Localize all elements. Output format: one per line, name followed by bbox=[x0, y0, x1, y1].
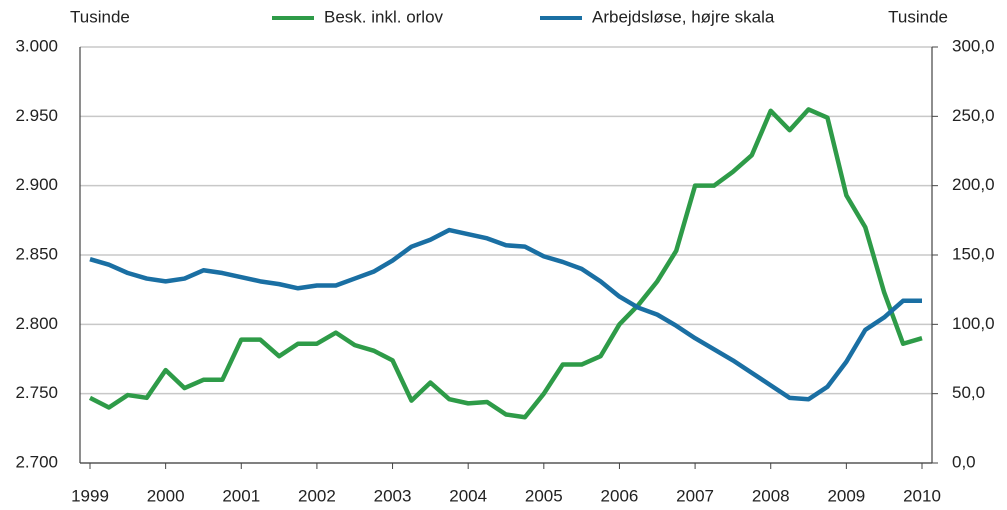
y2-tick-label: 0,0 bbox=[952, 452, 976, 471]
x-tick-label: 2000 bbox=[147, 486, 185, 505]
line-series bbox=[89, 227, 922, 402]
y2-tick-label: 200,0 bbox=[952, 175, 995, 194]
y-tick-label: 2.950 bbox=[15, 106, 58, 125]
x-tick-label: 2001 bbox=[222, 486, 260, 505]
x-tick-label: 2009 bbox=[827, 486, 865, 505]
y2-tick-label: 150,0 bbox=[952, 244, 995, 263]
y-tick-label: 2.900 bbox=[15, 175, 58, 194]
y2-tick-label: 100,0 bbox=[952, 314, 995, 333]
x-tick-label: 2003 bbox=[374, 486, 412, 505]
y-tick-label: 2.700 bbox=[15, 452, 58, 471]
x-tick-label: 2007 bbox=[676, 486, 714, 505]
right-axis-label: Tusinde bbox=[888, 7, 948, 26]
legend-label: Besk. inkl. orlov bbox=[324, 7, 444, 26]
y-tick-label: 2.800 bbox=[15, 314, 58, 333]
x-tick-label: 1999 bbox=[71, 486, 109, 505]
y2-tick-label: 250,0 bbox=[952, 106, 995, 125]
x-tick-label: 2010 bbox=[903, 486, 941, 505]
legend-label: Arbejdsløse, højre skala bbox=[592, 7, 775, 26]
x-tick-label: 2008 bbox=[752, 486, 790, 505]
y-tick-label: 2.750 bbox=[15, 383, 58, 402]
line-series bbox=[88, 107, 923, 420]
y2-tick-label: 50,0 bbox=[952, 383, 985, 402]
left-axis-label: Tusinde bbox=[70, 7, 130, 26]
y-tick-label: 2.850 bbox=[15, 244, 58, 263]
x-tick-label: 2002 bbox=[298, 486, 336, 505]
y-tick-label: 3.000 bbox=[15, 36, 58, 55]
x-tick-label: 2004 bbox=[449, 486, 487, 505]
y2-tick-label: 300,0 bbox=[952, 36, 995, 55]
x-tick-label: 2006 bbox=[601, 486, 639, 505]
x-tick-label: 2005 bbox=[525, 486, 563, 505]
